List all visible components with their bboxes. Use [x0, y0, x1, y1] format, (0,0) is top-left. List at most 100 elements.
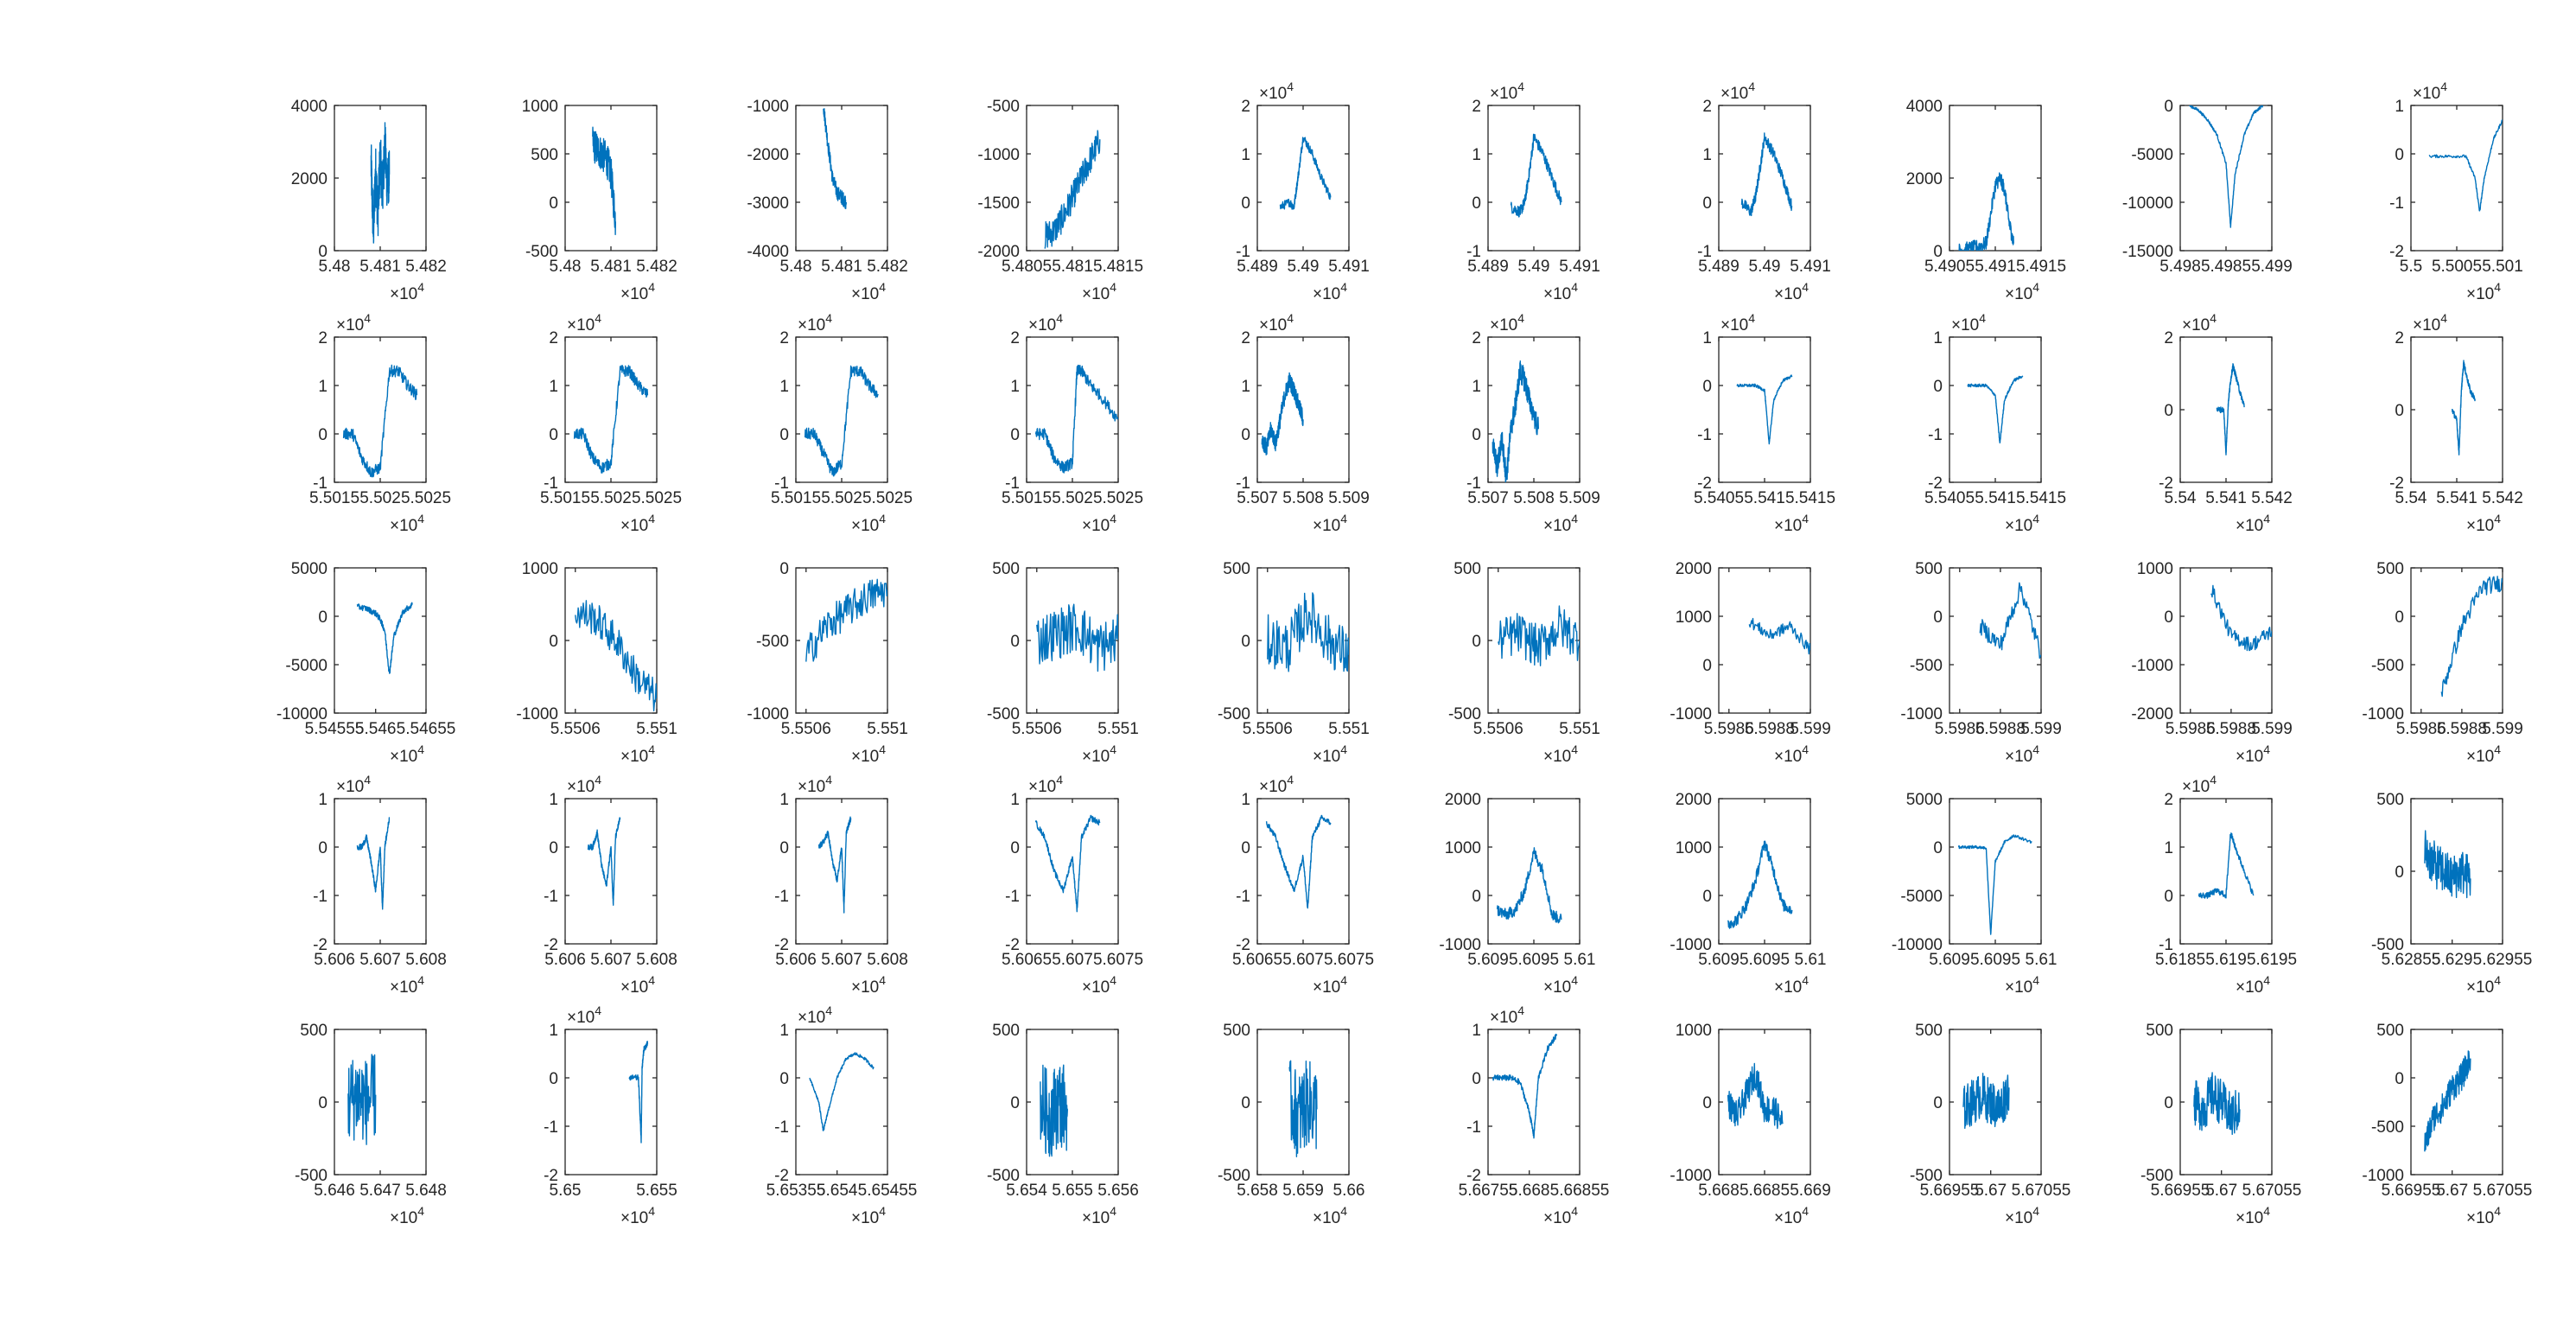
x-tick-label: 5.6095 [1970, 951, 2020, 969]
y-tick-label: -1 [1466, 1118, 1481, 1137]
y-tick-label: 2 [1472, 98, 1481, 116]
y-exponent-label: ×104 [2182, 311, 2217, 334]
x-tick-label: 5.502 [1052, 489, 1093, 507]
y-tick-label: 2000 [1906, 170, 1943, 188]
y-tick-label: 1 [1472, 146, 1481, 164]
subplot-1-6: -1 0 1 2 5.489 5.49 5.491 ×104 ×104 [1466, 80, 1600, 303]
subplot-4-2: -2 -1 0 1 5.606 5.607 5.608 ×104 ×104 [544, 773, 677, 997]
y-tick-label: 1 [1933, 329, 1943, 347]
y-tick-label: 1 [2164, 839, 2173, 857]
y-exponent-label: ×104 [567, 311, 601, 334]
y-tick-label: -2 [1697, 475, 1712, 493]
series-line [1740, 132, 1793, 217]
y-tick-label: -2 [774, 936, 789, 954]
y-tick-label: -1 [1005, 475, 1020, 493]
y-tick-label: 500 [1453, 560, 1481, 578]
x-tick-label: 5.5015 [540, 489, 590, 507]
x-tick-label: 5.5 [2400, 258, 2422, 276]
axes-box [1718, 567, 1811, 714]
y-tick-label: 0 [318, 608, 328, 627]
y-tick-label: -4000 [747, 243, 789, 261]
series-line [1957, 834, 2032, 935]
series-line [2216, 363, 2245, 456]
series-line [1967, 375, 2024, 444]
subplot-4-1: -2 -1 0 1 5.606 5.607 5.608 ×104 ×104 [313, 773, 447, 997]
y-tick-label: 500 [1915, 1022, 1943, 1040]
y-exponent-label: ×104 [1028, 773, 1063, 796]
series-line [592, 126, 616, 236]
y-tick-label: 0 [1702, 378, 1712, 396]
series-line [2424, 1050, 2471, 1152]
y-tick-label: 0 [1472, 633, 1481, 651]
x-tick-label: 5.508 [1282, 489, 1324, 507]
y-exponent-label: ×104 [1028, 311, 1063, 334]
x-tick-label: 5.606 [544, 951, 586, 969]
x-exponent-label: ×104 [851, 280, 886, 303]
x-tick-label: 5.619 [2205, 951, 2247, 969]
x-exponent-label: ×104 [620, 280, 655, 303]
y-tick-label: -500 [1218, 705, 1250, 723]
y-exponent-label: ×104 [1259, 311, 1294, 334]
series-line [1962, 1073, 2010, 1130]
series-line [2424, 830, 2471, 899]
series-line [1492, 1033, 1558, 1139]
y-tick-label: -500 [2371, 936, 2404, 954]
subplot-4-3: -2 -1 0 1 5.606 5.607 5.608 ×104 ×104 [774, 773, 908, 997]
y-exponent-label: ×104 [567, 773, 601, 796]
x-exponent-label: ×104 [1774, 1204, 1809, 1227]
subplot-5-7: -1000 0 1000 5.668 5.6685 5.669 ×104 [1670, 1022, 1830, 1227]
y-tick-label: -1 [1236, 888, 1250, 906]
x-tick-label: 5.491 [1975, 258, 2016, 276]
subplot-2-7: -2 -1 0 1 5.5405 5.541 5.5415 ×104 ×104 [1694, 311, 1835, 535]
series-line [2452, 360, 2476, 456]
y-tick-label: -2 [2159, 475, 2173, 493]
y-tick-label: -1000 [1900, 705, 1943, 723]
subplot-4-7: -1000 0 1000 2000 5.609 5.6095 5.61 ×104 [1670, 791, 1826, 997]
series-line [809, 1052, 875, 1131]
axes-box [1026, 798, 1119, 945]
y-tick-label: -1000 [2131, 657, 2173, 675]
axes-box [2410, 336, 2503, 483]
axes-box [1026, 105, 1119, 252]
x-exponent-label: ×104 [2005, 512, 2039, 535]
x-tick-label: 5.629 [2432, 951, 2473, 969]
x-tick-label: 5.6095 [1509, 951, 1559, 969]
y-tick-label: -15000 [2122, 243, 2173, 261]
subplot-1-10: -2 -1 0 1 5.5 5.5005 5.501 ×104 ×104 [2389, 80, 2523, 303]
x-tick-label: 5.5988 [2206, 720, 2256, 738]
x-tick-label: 5.5415 [2016, 489, 2066, 507]
x-tick-label: 5.67055 [2012, 1182, 2071, 1200]
y-tick-label: -1 [313, 888, 328, 906]
y-tick-label: -2000 [2131, 705, 2173, 723]
y-tick-label: 500 [2376, 1022, 2404, 1040]
y-tick-label: -1000 [516, 705, 558, 723]
x-exponent-label: ×104 [2005, 973, 2039, 997]
x-tick-label: 5.607 [1052, 951, 1093, 969]
series-line [2193, 1072, 2241, 1136]
subplot-1-8: 0 2000 4000 5.4905 5.491 5.4915 ×104 [1906, 98, 2066, 303]
x-exponent-label: ×104 [2005, 280, 2039, 303]
x-tick-label: 5.654 [1006, 1182, 1047, 1200]
x-tick-label: 5.599 [2482, 720, 2523, 738]
y-tick-label: 0 [318, 426, 328, 444]
x-tick-label: 5.54 [2395, 489, 2427, 507]
y-tick-label: -1000 [747, 98, 789, 116]
series-line [1261, 372, 1304, 456]
y-tick-label: 5000 [291, 560, 328, 578]
x-tick-label: 5.54655 [397, 720, 456, 738]
x-tick-label: 5.609 [1929, 951, 1970, 969]
axes-box [1949, 105, 2042, 252]
y-tick-label: 500 [531, 146, 558, 164]
x-tick-label: 5.67 [2436, 1182, 2468, 1200]
x-tick-label: 5.501 [2482, 258, 2523, 276]
y-tick-label: 0 [549, 1070, 558, 1088]
x-tick-label: 5.658 [1237, 1182, 1278, 1200]
y-exponent-label: ×104 [798, 311, 832, 334]
x-tick-label: 5.65 [550, 1182, 582, 1200]
x-tick-label: 5.609 [1467, 951, 1509, 969]
x-exponent-label: ×104 [390, 742, 424, 766]
axes-box [2179, 105, 2273, 252]
x-tick-label: 5.655 [636, 1182, 677, 1200]
